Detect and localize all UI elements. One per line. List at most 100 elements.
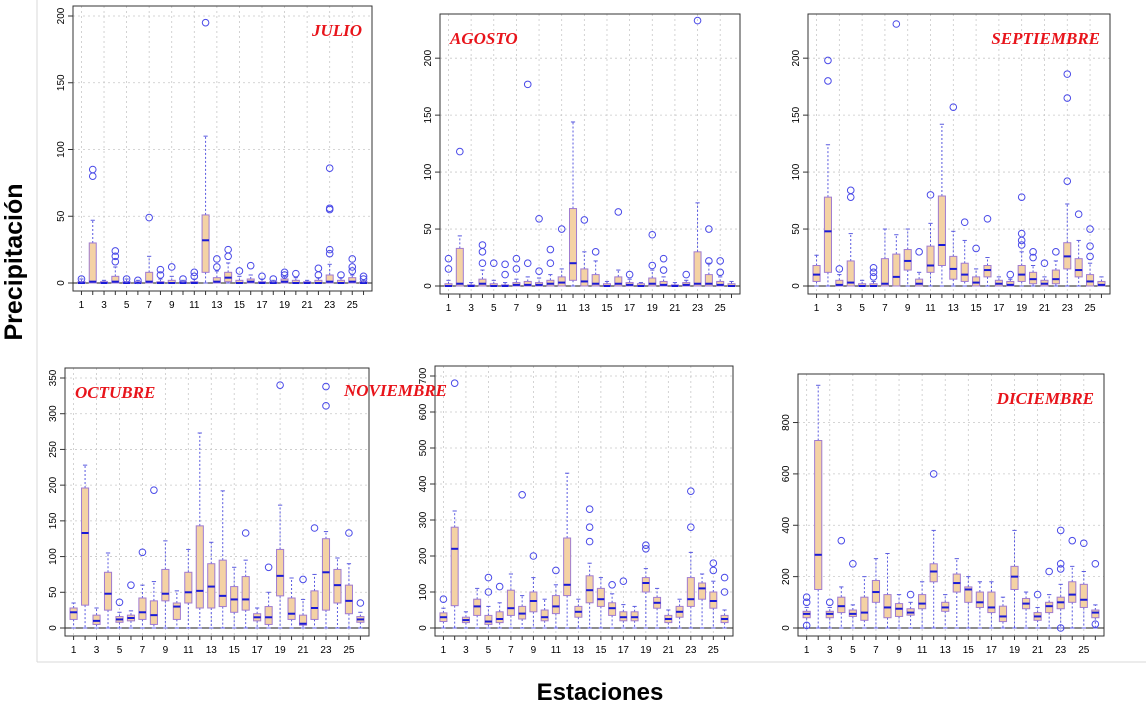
x-tick-label: 19 bbox=[275, 645, 287, 656]
box-iqr bbox=[641, 577, 650, 593]
station-6-box bbox=[860, 576, 869, 629]
x-tick-label: 21 bbox=[297, 645, 309, 656]
station-10-box bbox=[906, 590, 915, 629]
station-24-box bbox=[1074, 210, 1083, 287]
outlier-point bbox=[869, 263, 878, 272]
outlier-point bbox=[478, 259, 487, 268]
box-iqr bbox=[1017, 264, 1026, 282]
station-16-box bbox=[608, 581, 617, 629]
station-24-box bbox=[704, 225, 713, 287]
outlier-point bbox=[580, 216, 589, 224]
station-22-box bbox=[1051, 248, 1060, 287]
station-14-box bbox=[952, 558, 961, 629]
box-iqr bbox=[563, 537, 572, 597]
x-tick-label: 19 bbox=[279, 300, 291, 311]
station-17-box bbox=[987, 581, 996, 629]
station-12-box bbox=[929, 470, 938, 629]
outlier-point bbox=[348, 263, 357, 271]
station-4-box bbox=[111, 247, 120, 284]
box-iqr bbox=[241, 576, 250, 611]
outlier-point bbox=[1091, 620, 1100, 628]
x-tick-label: 13 bbox=[206, 645, 218, 656]
panel-title: NOVIEMBRE bbox=[343, 381, 447, 400]
x-tick-label: 23 bbox=[692, 303, 704, 314]
box-iqr bbox=[1074, 258, 1083, 278]
box-iqr bbox=[686, 577, 695, 607]
outlier-point bbox=[1056, 526, 1065, 535]
box-iqr bbox=[812, 264, 821, 282]
box-iqr bbox=[814, 440, 823, 590]
station-19-box bbox=[648, 230, 657, 287]
box-iqr bbox=[551, 595, 560, 615]
station-5-box bbox=[484, 573, 493, 629]
box-iqr bbox=[1029, 271, 1038, 285]
y-tick-label: 200 bbox=[423, 49, 434, 66]
station-22-box bbox=[314, 264, 323, 284]
box-iqr bbox=[161, 568, 170, 602]
box-iqr bbox=[926, 245, 935, 273]
station-1-box bbox=[812, 254, 821, 287]
outlier-point bbox=[495, 582, 504, 591]
station-7-box bbox=[880, 228, 889, 287]
outlier-point bbox=[280, 268, 289, 277]
panel-title: AGOSTO bbox=[449, 29, 518, 48]
outlier-point bbox=[1017, 229, 1026, 238]
box-iqr bbox=[960, 262, 969, 282]
outlier-point bbox=[926, 191, 935, 199]
station-9-box bbox=[529, 552, 538, 629]
y-tick-label: 200 bbox=[418, 547, 429, 564]
station-8-box bbox=[149, 486, 158, 629]
box-iqr bbox=[557, 276, 566, 287]
station-9-box bbox=[167, 263, 176, 284]
station-9-box bbox=[535, 214, 544, 287]
x-tick-label: 1 bbox=[79, 300, 85, 311]
station-8-box bbox=[523, 80, 532, 287]
station-14-box bbox=[224, 245, 233, 284]
outlier-point bbox=[512, 265, 521, 273]
outlier-point bbox=[276, 381, 284, 389]
x-tick-label: 7 bbox=[514, 303, 520, 314]
y-tick-label: 0 bbox=[48, 625, 59, 631]
outlier-point bbox=[1033, 590, 1042, 599]
outlier-point bbox=[837, 536, 846, 545]
station-1-box bbox=[69, 602, 78, 629]
y-tick-label: 100 bbox=[423, 163, 434, 180]
x-tick-label: 19 bbox=[1009, 645, 1021, 656]
y-tick-label: 200 bbox=[781, 568, 792, 585]
station-16-box bbox=[246, 261, 255, 284]
station-25-box bbox=[348, 255, 357, 284]
y-tick-label: 300 bbox=[48, 405, 59, 422]
outlier-point bbox=[322, 402, 330, 410]
x-tick-label: 5 bbox=[859, 303, 865, 314]
outlier-point bbox=[1029, 253, 1037, 262]
box-iqr bbox=[540, 609, 549, 622]
station-1-box bbox=[444, 254, 453, 287]
outlier-point bbox=[523, 80, 532, 89]
y-tick-label: 200 bbox=[48, 476, 59, 493]
box-iqr bbox=[964, 586, 973, 603]
x-tick-label: 23 bbox=[320, 645, 332, 656]
x-tick-label: 5 bbox=[117, 645, 123, 656]
station-7-box bbox=[506, 573, 515, 629]
x-tick-label: 9 bbox=[169, 300, 175, 311]
box-iqr bbox=[949, 255, 958, 280]
outlier-point bbox=[1029, 248, 1037, 256]
outlier-point bbox=[869, 273, 878, 281]
y-tick-label: 50 bbox=[56, 210, 67, 222]
box-iqr bbox=[81, 487, 90, 606]
station-23-box bbox=[686, 487, 695, 629]
box-iqr bbox=[325, 274, 334, 284]
outlier-point bbox=[359, 275, 368, 283]
outlier-point bbox=[111, 252, 120, 261]
station-7-box bbox=[871, 558, 881, 629]
box-iqr bbox=[659, 280, 668, 287]
station-16-box bbox=[614, 208, 623, 287]
x-tick-label: 15 bbox=[963, 645, 975, 656]
x-tick-label: 5 bbox=[486, 645, 492, 656]
x-tick-label: 25 bbox=[343, 645, 355, 656]
outlier-point bbox=[585, 523, 594, 532]
outlier-point bbox=[546, 245, 555, 254]
